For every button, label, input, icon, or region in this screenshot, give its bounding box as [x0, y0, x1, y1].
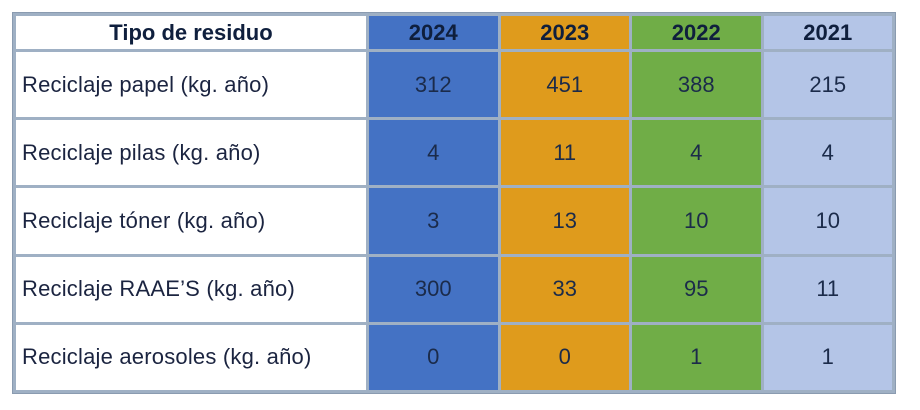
recycling-table-container: Tipo de residuo 2024 2023 2022 2021 Reci…: [12, 12, 896, 394]
table-row: Reciclaje papel (kg. año) 312 451 388 21…: [16, 52, 892, 118]
header-year-2024: 2024: [369, 16, 498, 49]
table-row: Reciclaje tóner (kg. año) 3 13 10 10: [16, 188, 892, 254]
header-row: Tipo de residuo 2024 2023 2022 2021: [16, 16, 892, 49]
header-year-2023: 2023: [500, 16, 629, 49]
cell-toner-2021: 10: [763, 188, 892, 254]
cell-raaes-2023: 33: [500, 256, 629, 322]
cell-toner-2023: 13: [500, 188, 629, 254]
cell-raaes-2024: 300: [369, 256, 498, 322]
cell-raaes-2021: 11: [763, 256, 892, 322]
row-label-aerosols: Reciclaje aerosoles (kg. año): [16, 324, 366, 390]
cell-aerosols-2022: 1: [632, 324, 761, 390]
cell-aerosols-2021: 1: [763, 324, 892, 390]
cell-toner-2022: 10: [632, 188, 761, 254]
cell-aerosols-2023: 0: [500, 324, 629, 390]
table-row: Reciclaje RAAE’S (kg. año) 300 33 95 11: [16, 256, 892, 322]
cell-batteries-2021: 4: [763, 120, 892, 186]
cell-batteries-2023: 11: [500, 120, 629, 186]
header-year-2022: 2022: [632, 16, 761, 49]
cell-batteries-2022: 4: [632, 120, 761, 186]
cell-batteries-2024: 4: [369, 120, 498, 186]
header-year-2021: 2021: [763, 16, 892, 49]
row-label-toner: Reciclaje tóner (kg. año): [16, 188, 366, 254]
cell-paper-2021: 215: [763, 52, 892, 118]
table-row: Reciclaje aerosoles (kg. año) 0 0 1 1: [16, 324, 892, 390]
table-row: Reciclaje pilas (kg. año) 4 11 4 4: [16, 120, 892, 186]
cell-toner-2024: 3: [369, 188, 498, 254]
recycling-table: Tipo de residuo 2024 2023 2022 2021 Reci…: [13, 13, 895, 393]
cell-aerosols-2024: 0: [369, 324, 498, 390]
header-waste-type: Tipo de residuo: [16, 16, 366, 49]
cell-paper-2024: 312: [369, 52, 498, 118]
cell-paper-2023: 451: [500, 52, 629, 118]
row-label-raaes: Reciclaje RAAE’S (kg. año): [16, 256, 366, 322]
row-label-batteries: Reciclaje pilas (kg. año): [16, 120, 366, 186]
row-label-paper: Reciclaje papel (kg. año): [16, 52, 366, 118]
cell-raaes-2022: 95: [632, 256, 761, 322]
cell-paper-2022: 388: [632, 52, 761, 118]
